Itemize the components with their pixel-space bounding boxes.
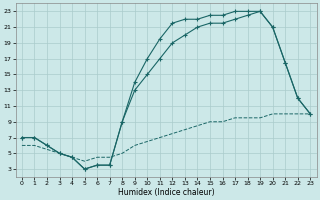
X-axis label: Humidex (Indice chaleur): Humidex (Indice chaleur) bbox=[118, 188, 214, 197]
